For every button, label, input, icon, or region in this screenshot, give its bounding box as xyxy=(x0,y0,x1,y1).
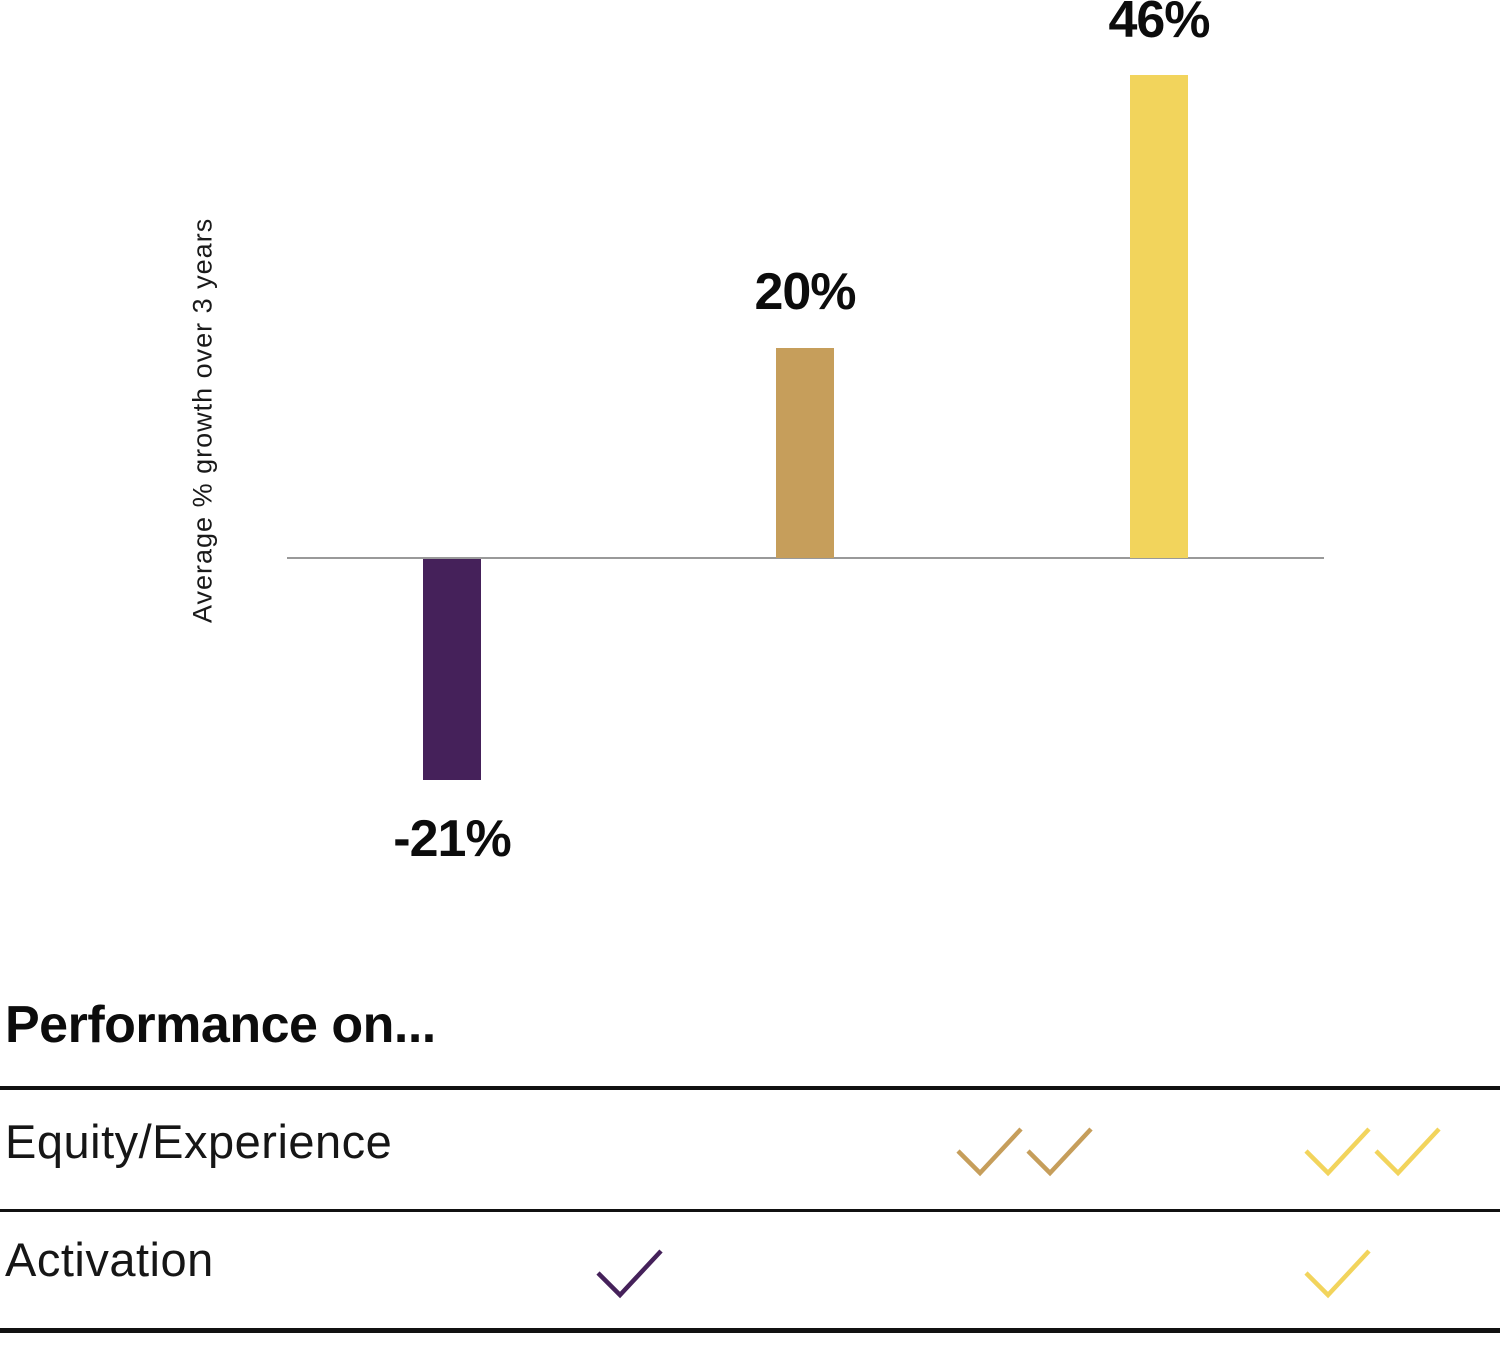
bar-value-label: 46% xyxy=(1108,0,1210,49)
bar xyxy=(776,348,834,558)
check-icon xyxy=(1304,1127,1371,1177)
table-rule-middle xyxy=(0,1209,1500,1212)
yellow-check xyxy=(1301,1242,1373,1302)
yellow-double-check xyxy=(1301,1120,1443,1180)
table-rule-bottom xyxy=(0,1328,1500,1333)
purple-check xyxy=(593,1242,665,1302)
tan-double-check xyxy=(953,1120,1095,1180)
check-icon xyxy=(1374,1127,1441,1177)
bar-value-label: -21% xyxy=(393,809,511,868)
table-heading: Performance on... xyxy=(5,996,436,1054)
bar xyxy=(1130,75,1188,558)
check-icon xyxy=(596,1249,663,1299)
bar-chart: Average % growth over 3 years -21% 20% 46% xyxy=(187,0,1324,868)
check-icon xyxy=(956,1127,1023,1177)
y-axis-label: Average % growth over 3 years xyxy=(187,217,218,623)
x-axis-line xyxy=(287,557,1324,559)
bar-value-label: 20% xyxy=(754,263,856,321)
bar xyxy=(423,559,481,780)
check-icon xyxy=(1026,1127,1093,1177)
check-icon xyxy=(1304,1249,1371,1299)
row-label-activation: Activation xyxy=(5,1233,214,1286)
table-rule-top xyxy=(0,1086,1500,1090)
row-label-equity-experience: Equity/Experience xyxy=(5,1115,393,1168)
